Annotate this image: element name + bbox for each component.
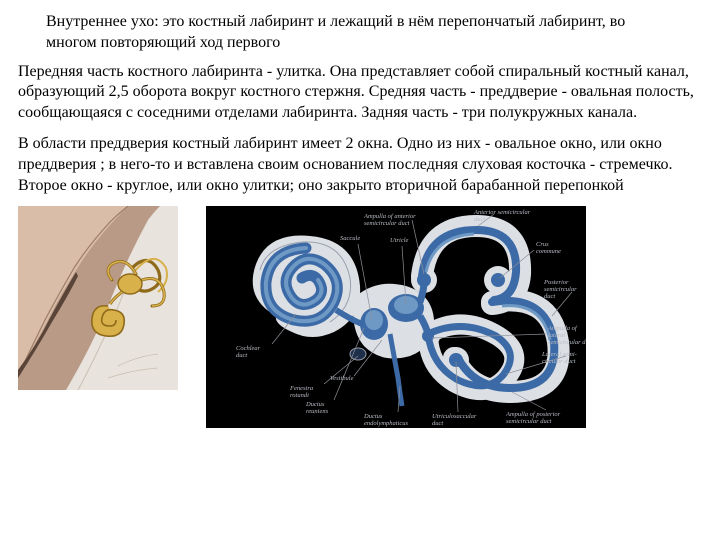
images-row: Ampulla of anteriorsemicircular duct Ant… [18,206,702,428]
ear-cross-section-image [18,206,178,390]
paragraph-1: Передняя часть костного лабиринта - улит… [18,62,702,124]
label-vestibule: Vestibule [330,375,354,382]
paragraph-2: В области преддверия костный лабиринт им… [18,134,702,196]
labyrinth-diagram-image: Ampulla of anteriorsemicircular duct Ant… [206,206,586,428]
slide-title: Внутреннее ухо: это костный лабиринт и л… [46,12,666,54]
label-lateral-duct: Lateral semi-circular duct [541,351,577,365]
label-utricle: Utricle [390,237,409,244]
label-saccule: Saccule [340,235,360,242]
label-ampulla-anterior: Ampulla of anteriorsemicircular duct [363,213,416,227]
